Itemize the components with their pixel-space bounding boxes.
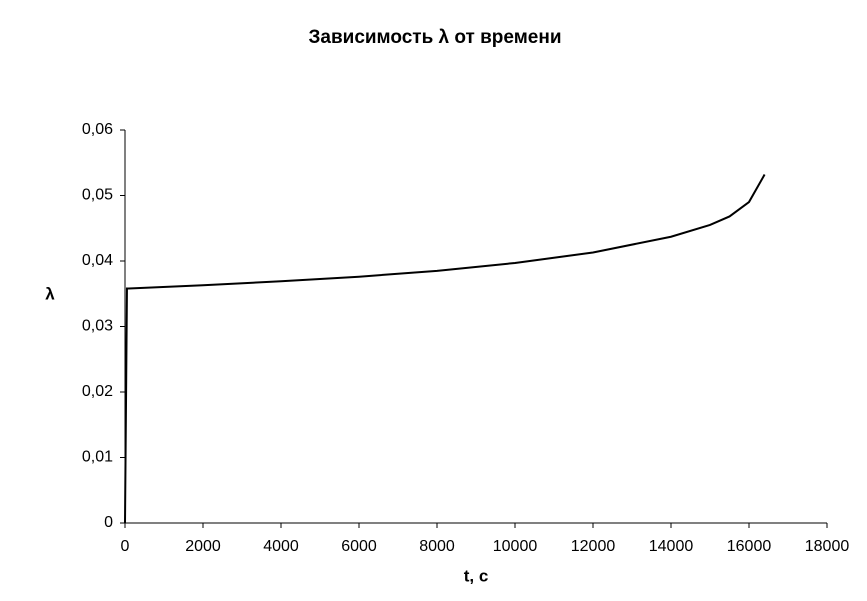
x-tick-label: 14000 xyxy=(649,538,694,555)
y-tick-label: 0,01 xyxy=(82,449,113,466)
x-axis-label: t, c xyxy=(464,566,489,585)
x-tick-label: 12000 xyxy=(571,538,616,555)
x-tick-label: 10000 xyxy=(493,538,538,555)
y-tick-label: 0,06 xyxy=(82,121,113,138)
y-tick-label: 0,05 xyxy=(82,187,113,204)
x-tick-label: 8000 xyxy=(419,538,455,555)
x-tick-label: 18000 xyxy=(805,538,850,555)
y-axis-label: λ xyxy=(45,284,55,303)
y-tick-label: 0 xyxy=(104,514,113,531)
x-tick-label: 6000 xyxy=(341,538,377,555)
chart-title: Зависимость λ от времени xyxy=(308,27,561,48)
x-tick-label: 16000 xyxy=(727,538,772,555)
y-tick-label: 0,03 xyxy=(82,318,113,335)
data-line xyxy=(124,174,766,524)
y-tick-label: 0,04 xyxy=(82,252,113,269)
x-tick-label: 2000 xyxy=(185,538,221,555)
x-tick-label: 4000 xyxy=(263,538,299,555)
x-tick-label: 0 xyxy=(121,538,130,555)
y-tick-label: 0,02 xyxy=(82,383,113,400)
